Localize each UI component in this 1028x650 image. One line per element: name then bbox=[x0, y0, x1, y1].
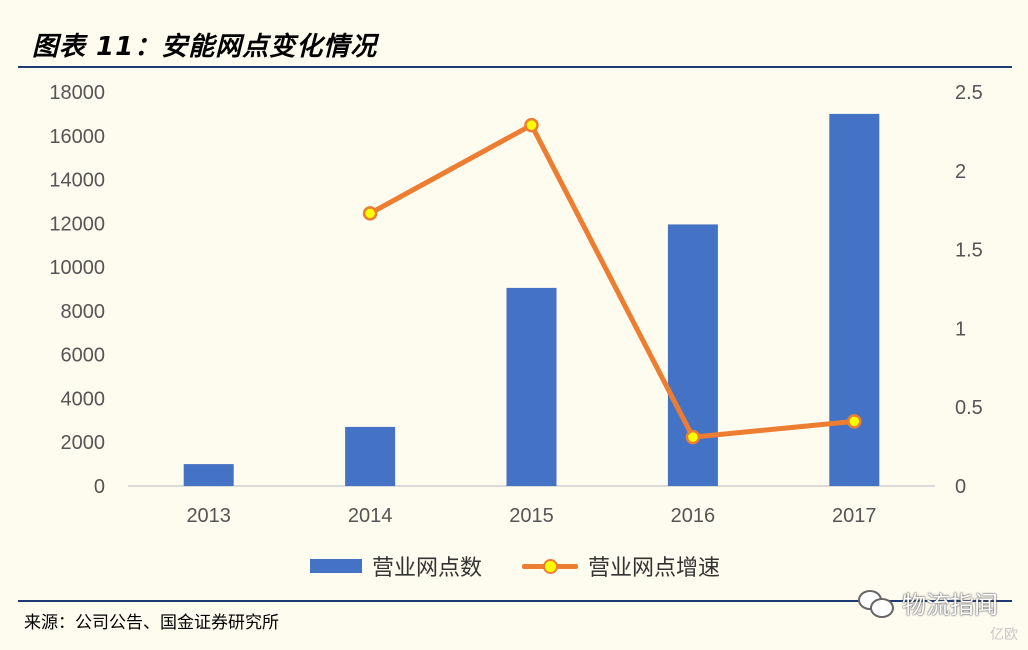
legend-line-swatch bbox=[522, 556, 578, 576]
wechat-icon bbox=[858, 588, 894, 618]
y-left-tick-label: 4000 bbox=[61, 388, 106, 410]
bar bbox=[506, 287, 557, 486]
legend-line-label: 营业网点增速 bbox=[588, 556, 721, 581]
y-right-tick-label: 1.5 bbox=[955, 240, 983, 262]
y-right-tick-label: 2 bbox=[955, 161, 966, 183]
line-point bbox=[685, 429, 701, 445]
title-bar: 图表 11：安能网点变化情况 bbox=[18, 20, 1012, 68]
watermark-sub: 亿欧 bbox=[990, 627, 1018, 643]
line-point bbox=[362, 206, 378, 221]
y-left-tick-label: 2000 bbox=[61, 432, 106, 454]
x-tick-label: 2017 bbox=[832, 505, 877, 527]
y-right-tick-label: 1 bbox=[955, 318, 966, 340]
chart-title: 图表 11：安能网点变化情况 bbox=[32, 32, 378, 62]
y-right-tick-label: 2.5 bbox=[955, 82, 983, 104]
chart-legend: 营业网点数 营业网点增速 bbox=[0, 548, 1028, 584]
line-series bbox=[367, 122, 857, 440]
bar bbox=[183, 464, 234, 486]
x-tick-label: 2013 bbox=[186, 505, 231, 527]
x-tick-label: 2016 bbox=[671, 505, 716, 527]
line-point bbox=[847, 414, 862, 429]
y-left-tick-label: 0 bbox=[94, 476, 105, 498]
y-left-tick-label: 12000 bbox=[49, 213, 105, 235]
bar bbox=[345, 426, 396, 486]
x-tick-label: 2014 bbox=[348, 505, 393, 527]
y-left-tick-label: 8000 bbox=[61, 301, 106, 323]
chart-svg: 0 2000 4000 6000 8000 10000 12000 14000 16000 180… bbox=[49, 82, 983, 527]
source-note: 来源：公司公告、国金证券研究所 bbox=[24, 613, 279, 633]
y-right-tick-label: 0 bbox=[955, 476, 966, 498]
legend-bar-swatch bbox=[310, 559, 362, 573]
y-left-tick-label: 18000 bbox=[49, 82, 105, 104]
chart-area: 0 2000 4000 6000 8000 10000 12000 14000 16000 180… bbox=[0, 70, 1028, 600]
footer-rule bbox=[18, 600, 1012, 602]
bar bbox=[667, 224, 718, 486]
y-left-tick-label: 16000 bbox=[49, 126, 105, 148]
y-right-tick-label: 0.5 bbox=[955, 397, 983, 419]
watermark: 物流指闻 bbox=[858, 585, 998, 620]
line-point bbox=[524, 117, 539, 133]
bar bbox=[829, 113, 880, 486]
y-left-tick-label: 14000 bbox=[49, 170, 105, 192]
legend-item-bars: 营业网点数 bbox=[310, 548, 482, 584]
y-left-tick-label: 10000 bbox=[49, 257, 105, 279]
x-tick-label: 2015 bbox=[509, 505, 554, 527]
legend-bar-label: 营业网点数 bbox=[372, 556, 483, 581]
legend-item-line: 营业网点增速 bbox=[522, 548, 720, 584]
y-left-tick-label: 6000 bbox=[61, 345, 106, 367]
watermark-text: 物流指闻 bbox=[902, 591, 998, 619]
